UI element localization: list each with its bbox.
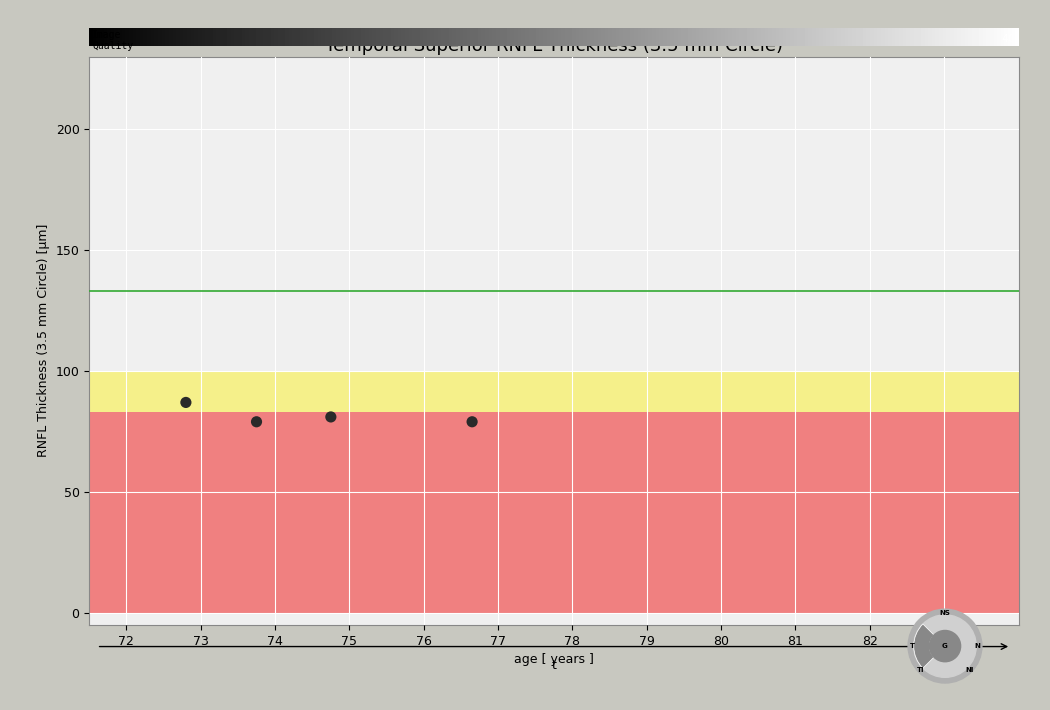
Point [464, 416, 481, 427]
Text: NS: NS [940, 611, 950, 616]
Point [177, 397, 194, 408]
Bar [89, 371, 1018, 412]
Point [322, 411, 339, 422]
Text: 40: 40 [1002, 34, 1015, 44]
Text: TI: TI [917, 667, 925, 673]
Text: t: t [551, 659, 556, 672]
Circle shape [929, 630, 961, 662]
Bar [89, 412, 1018, 613]
Text: Image
Quality: Image Quality [92, 30, 133, 51]
Text: T: T [910, 643, 915, 649]
Circle shape [914, 615, 976, 677]
Text: N: N [974, 643, 981, 649]
Text: NI: NI [965, 667, 973, 673]
Text: G: G [942, 643, 948, 649]
Wedge shape [914, 624, 933, 668]
Title: Temporal Superior RNFL Thickness (3.5 mm Circle): Temporal Superior RNFL Thickness (3.5 mm… [324, 37, 783, 55]
X-axis label: age [ years ]: age [ years ] [513, 653, 594, 666]
Y-axis label: RNFL Thickness (3.5 mm Circle) [µm]: RNFL Thickness (3.5 mm Circle) [µm] [37, 224, 50, 457]
Point [248, 416, 265, 427]
Circle shape [908, 609, 982, 683]
